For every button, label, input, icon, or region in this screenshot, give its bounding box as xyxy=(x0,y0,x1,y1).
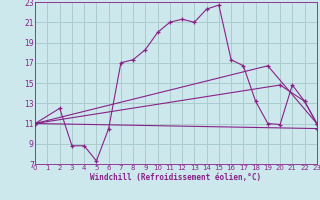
X-axis label: Windchill (Refroidissement éolien,°C): Windchill (Refroidissement éolien,°C) xyxy=(91,173,261,182)
